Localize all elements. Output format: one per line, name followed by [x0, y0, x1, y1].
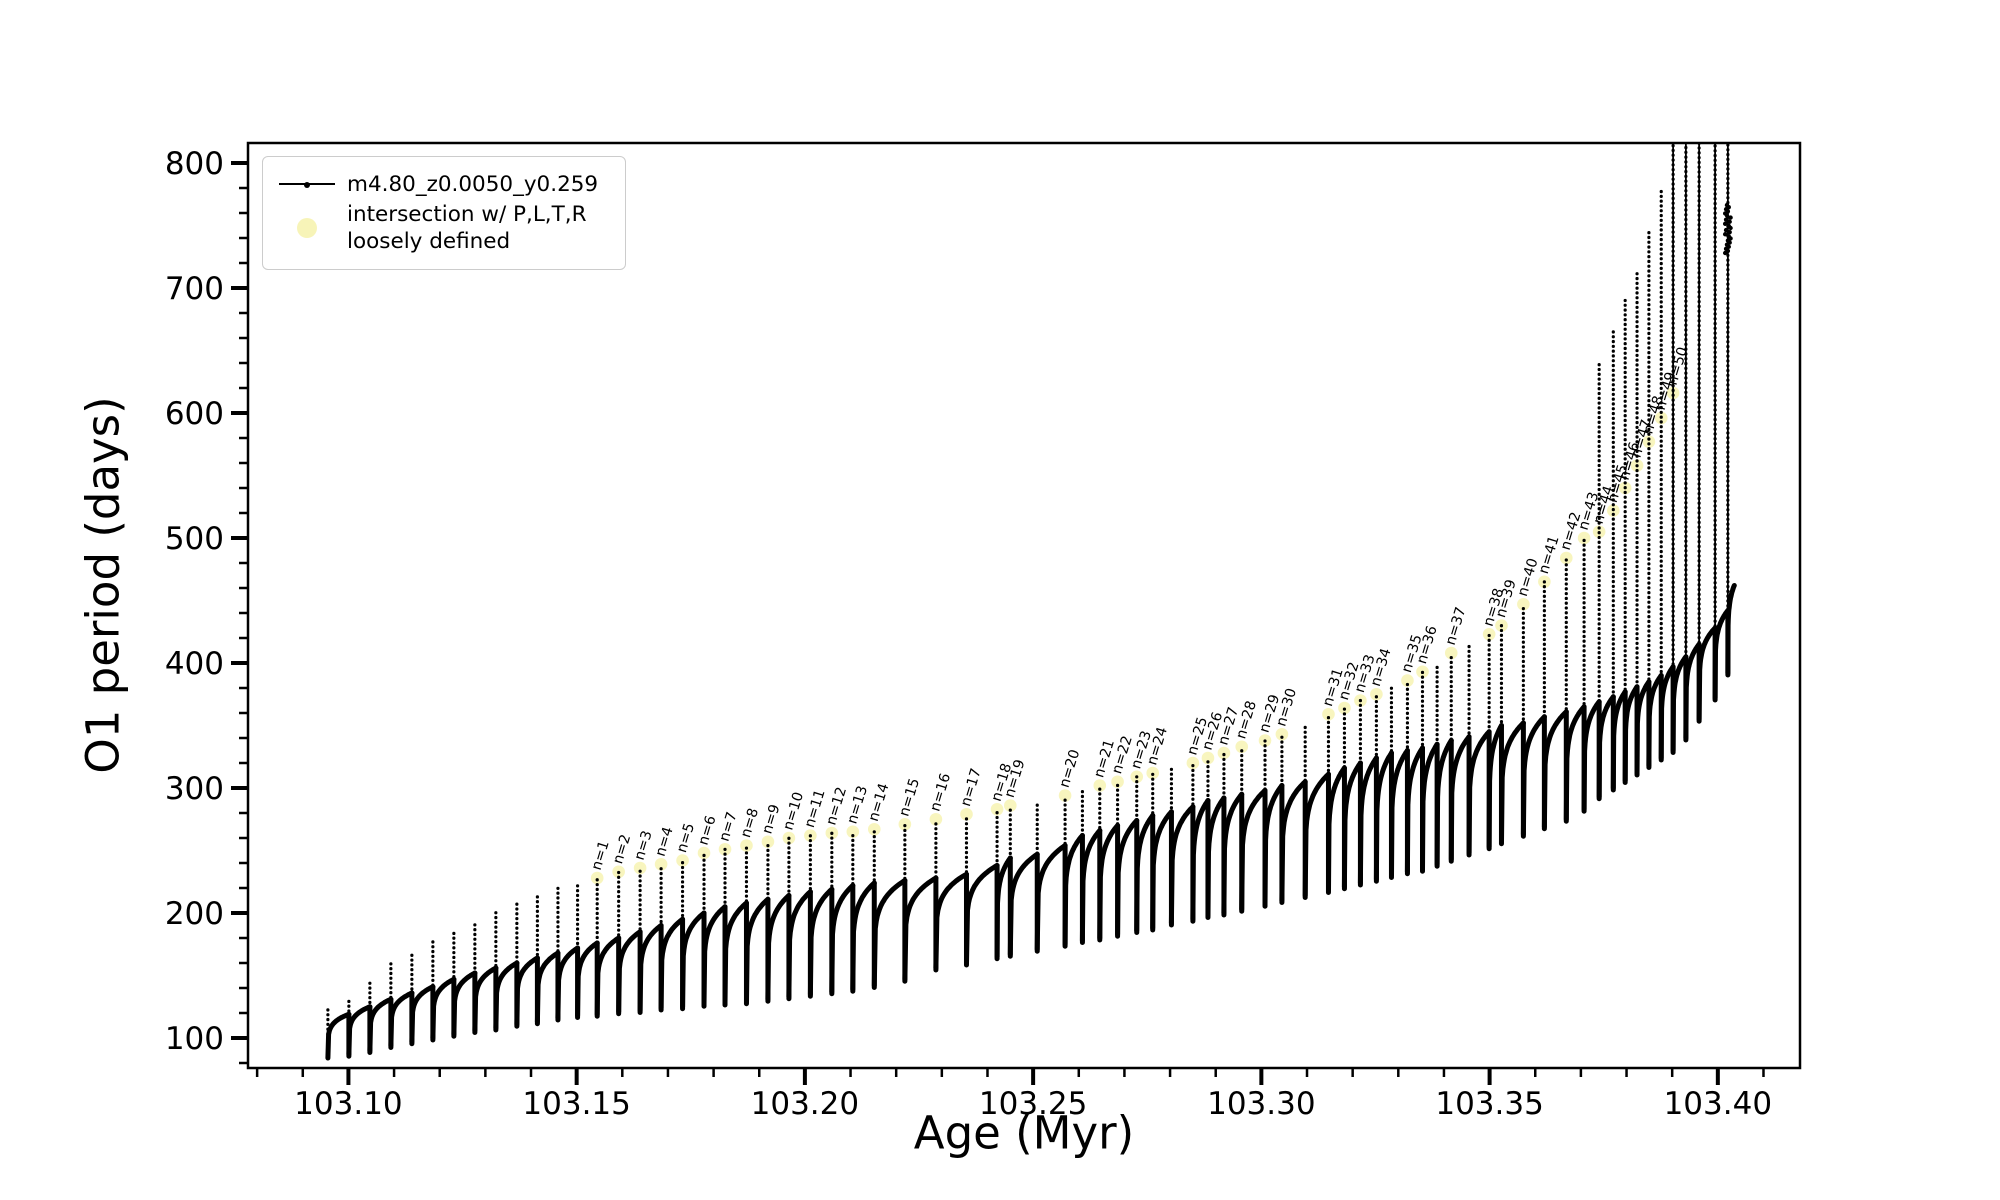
svg-text:103.15: 103.15 [522, 1086, 630, 1122]
series-m4.80_z0.0050_y0.259 [325, 143, 1737, 1061]
svg-text:n=30: n=30 [1273, 687, 1300, 729]
legend-intersection-label: intersection w/ P,L,T,R loosely defined [347, 202, 587, 254]
legend-series-label: m4.80_z0.0050_y0.259 [347, 171, 599, 197]
legend-intersection-circle-icon [275, 213, 339, 243]
svg-text:n=3: n=3 [632, 829, 656, 862]
svg-text:n=34: n=34 [1368, 647, 1395, 689]
svg-text:200: 200 [165, 896, 224, 932]
legend-line-dot-marker [275, 169, 339, 199]
svg-text:n=50: n=50 [1665, 345, 1692, 387]
legend-entry-intersection: intersection w/ P,L,T,R loosely defined [275, 201, 613, 255]
svg-text:400: 400 [165, 646, 224, 682]
svg-text:n=20: n=20 [1057, 748, 1084, 790]
svg-text:103.25: 103.25 [979, 1086, 1087, 1122]
svg-text:n=14: n=14 [866, 782, 893, 824]
svg-text:n=24: n=24 [1144, 725, 1171, 767]
svg-text:n=6: n=6 [696, 814, 720, 847]
legend: m4.80_z0.0050_y0.259 intersection w/ P,L… [262, 156, 626, 270]
svg-text:n=28: n=28 [1233, 699, 1260, 741]
svg-text:n=1: n=1 [589, 839, 613, 872]
svg-text:n=16: n=16 [927, 772, 954, 814]
svg-text:103.10: 103.10 [294, 1086, 402, 1122]
svg-text:n=7: n=7 [717, 810, 741, 843]
y-axis-label: O1 period (days) [76, 396, 130, 774]
x-axis-label: Age (Myr) [913, 1106, 1135, 1160]
svg-text:103.40: 103.40 [1664, 1086, 1772, 1122]
svg-text:n=36: n=36 [1414, 624, 1441, 666]
svg-text:n=39: n=39 [1493, 578, 1520, 620]
svg-text:500: 500 [165, 521, 224, 557]
svg-text:n=41: n=41 [1536, 534, 1563, 576]
axis-ticks: 103.10 103.15 103.20 103.25 103.30 103.35 103.… [165, 146, 1772, 1122]
svg-text:600: 600 [165, 396, 224, 432]
svg-text:n=4: n=4 [653, 825, 677, 858]
svg-text:103.35: 103.35 [1435, 1086, 1543, 1122]
svg-text:103.30: 103.30 [1207, 1086, 1315, 1122]
svg-text:800: 800 [165, 146, 224, 182]
svg-text:300: 300 [165, 771, 224, 807]
legend-entry-series: m4.80_z0.0050_y0.259 [275, 169, 613, 199]
svg-text:n=8: n=8 [738, 806, 762, 839]
svg-text:n=17: n=17 [958, 767, 985, 809]
svg-text:n=5: n=5 [674, 821, 698, 854]
svg-text:n=2: n=2 [610, 833, 634, 866]
svg-text:100: 100 [165, 1021, 224, 1057]
axes-spines [246, 141, 1802, 1070]
svg-text:n=37: n=37 [1443, 605, 1470, 647]
trailing-cluster [1722, 202, 1733, 256]
svg-text:n=15: n=15 [896, 777, 923, 819]
svg-text:700: 700 [165, 271, 224, 307]
svg-text:103.20: 103.20 [751, 1086, 859, 1122]
svg-text:n=9: n=9 [759, 803, 783, 836]
